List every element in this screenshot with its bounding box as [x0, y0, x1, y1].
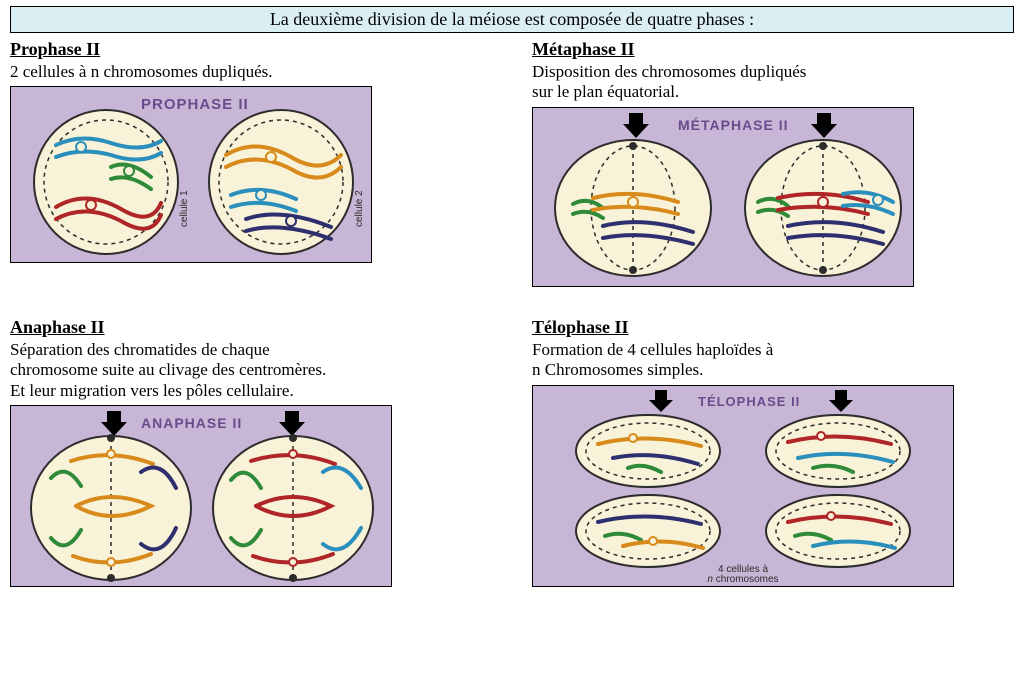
telophase-title: Télophase II [532, 317, 1014, 338]
phase-metaphase: Métaphase II Disposition des chromosomes… [532, 39, 1014, 287]
prophase-desc: 2 cellules à n chromosomes dupliqués. [10, 62, 492, 82]
metaphase-panel: MÉTAPHASE II [532, 107, 914, 287]
prophase-title: Prophase II [10, 39, 492, 60]
banner: La deuxième division de la méiose est co… [10, 6, 1014, 33]
phase-anaphase: Anaphase II Séparation des chromatides d… [10, 317, 492, 587]
anaphase-panel-label: ANAPHASE II [141, 415, 242, 431]
svg-text:cellule 2: cellule 2 [354, 190, 365, 227]
prophase-panel: PROPHASE II cellule 1 cellule 2 [10, 86, 372, 263]
telophase-foot-2: n chromosomes [707, 574, 778, 585]
metaphase-title: Métaphase II [532, 39, 1014, 60]
anaphase-desc: Séparation des chromatides de chaque chr… [10, 340, 492, 401]
metaphase-panel-label: MÉTAPHASE II [678, 117, 789, 133]
telophase-cell-4 [766, 495, 910, 567]
anaphase-panel: ANAPHASE II [10, 405, 392, 587]
svg-text:cellule 1: cellule 1 [179, 190, 190, 227]
phase-prophase: Prophase II 2 cellules à n chromosomes d… [10, 39, 492, 287]
telophase-desc: Formation de 4 cellules haploïdes à n Ch… [532, 340, 1014, 381]
phase-telophase: Télophase II Formation de 4 cellules hap… [532, 317, 1014, 587]
telophase-cell-3 [576, 495, 720, 567]
telophase-panel-label: TÉLOPHASE II [698, 394, 800, 409]
phase-grid: Prophase II 2 cellules à n chromosomes d… [10, 39, 1014, 587]
telophase-cell-2 [766, 415, 910, 487]
telophase-cell-1 [576, 415, 720, 487]
metaphase-desc: Disposition des chromosomes dupliqués su… [532, 62, 1014, 103]
anaphase-title: Anaphase II [10, 317, 492, 338]
telophase-panel: TÉLOPHASE II [532, 385, 954, 587]
prophase-panel-label: PROPHASE II [141, 96, 249, 113]
